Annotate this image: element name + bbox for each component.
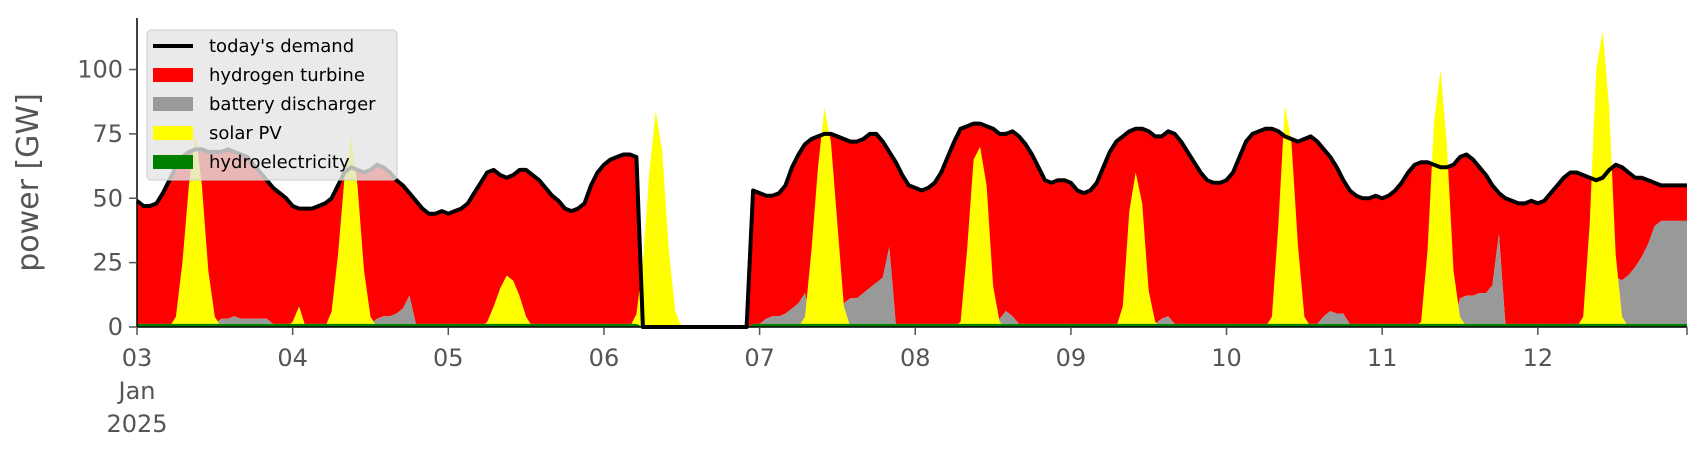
legend: today's demand hydrogen turbine battery di… xyxy=(146,29,398,181)
legend-label-solar-pv: solar PV xyxy=(209,123,282,144)
x-tick-sublabel: 2025 xyxy=(106,410,167,438)
stacked-areas xyxy=(137,30,1687,328)
legend-label-hydrogen-turbine: hydrogen turbine xyxy=(209,65,365,86)
y-tick-label: 50 xyxy=(92,184,123,212)
legend-label-hydroelectricity: hydroelectricity xyxy=(209,152,350,173)
x-tick-label: 12 xyxy=(1523,344,1554,372)
y-tick-label: 100 xyxy=(77,56,123,84)
legend-swatch-hydroelectricity xyxy=(153,155,193,169)
legend-swatch-solar-pv xyxy=(153,126,193,140)
y-axis-label: power [GW] xyxy=(11,93,46,272)
axes: 0 25 50 75 100 03 04 05 06 07 08 09 10 11 12 Jan 2025 xyxy=(77,18,1688,438)
legend-label-battery-discharger: battery discharger xyxy=(209,94,376,115)
legend-box xyxy=(146,29,398,181)
legend-swatch-hydrogen-turbine xyxy=(153,68,193,82)
y-tick-label: 25 xyxy=(92,249,123,277)
hydroelectricity-area xyxy=(137,323,1687,327)
y-tick-label: 75 xyxy=(92,120,123,148)
legend-swatch-battery-discharger xyxy=(153,97,193,111)
x-tick-label: 04 xyxy=(277,344,308,372)
legend-label-today-s-demand: today's demand xyxy=(209,36,354,57)
x-tick-label: 03 xyxy=(122,344,153,372)
y-tick-label: 0 xyxy=(108,313,123,341)
x-tick-label: 06 xyxy=(589,344,620,372)
x-tick-label: 10 xyxy=(1211,344,1242,372)
x-tick-label: 08 xyxy=(900,344,931,372)
x-tick-label: 09 xyxy=(1056,344,1087,372)
x-tick-label: 05 xyxy=(433,344,464,372)
x-tick-sublabel: Jan xyxy=(117,377,156,405)
x-tick-label: 11 xyxy=(1367,344,1398,372)
x-tick-label: 07 xyxy=(744,344,775,372)
